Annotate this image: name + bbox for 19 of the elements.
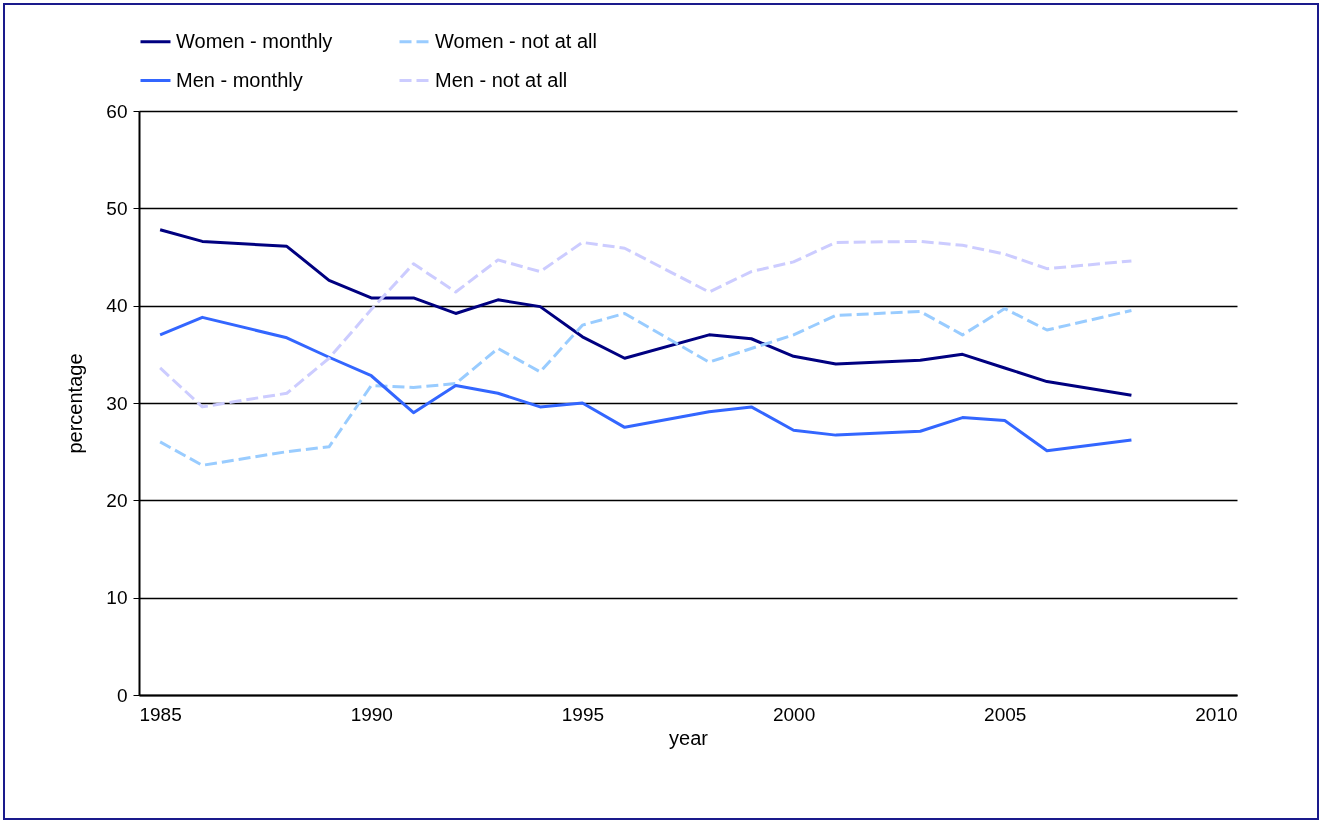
y-tick-label: 60	[106, 100, 128, 122]
x-tick-label: 2010	[1195, 703, 1238, 725]
y-tick-label: 0	[116, 684, 128, 706]
x-tick-label: 1990	[350, 703, 393, 725]
y-tick-label: 20	[106, 489, 128, 511]
legend-label: Women - monthly	[176, 29, 333, 52]
legend-label: Women - not at all	[435, 29, 597, 52]
y-tick-label: 10	[106, 587, 128, 609]
legend-label: Men - not at all	[435, 68, 568, 91]
x-tick-label: 1995	[561, 703, 605, 725]
legend-label: Men - monthly	[176, 68, 303, 91]
x-tick-label: 2000	[772, 703, 816, 725]
y-tick-label: 30	[106, 392, 128, 414]
y-tick-label: 50	[106, 197, 128, 219]
x-axis-title: year	[669, 726, 709, 749]
x-tick-label: 2005	[984, 703, 1027, 725]
x-tick-label: 1985	[139, 703, 182, 725]
y-axis-title: percentage	[64, 353, 87, 454]
y-tick-label: 40	[106, 295, 128, 317]
